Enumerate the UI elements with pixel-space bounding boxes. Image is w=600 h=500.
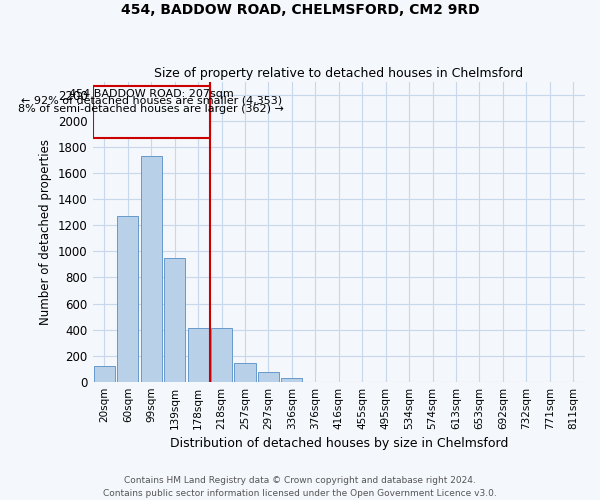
Text: ← 92% of detached houses are smaller (4,353): ← 92% of detached houses are smaller (4,…	[20, 96, 282, 106]
Bar	[281, 378, 302, 382]
Bar	[117, 216, 139, 382]
Bar	[92, 86, 210, 138]
Bar	[211, 328, 232, 382]
Text: Contains HM Land Registry data © Crown copyright and database right 2024.
Contai: Contains HM Land Registry data © Crown c…	[103, 476, 497, 498]
Text: 454, BADDOW ROAD, CHELMSFORD, CM2 9RD: 454, BADDOW ROAD, CHELMSFORD, CM2 9RD	[121, 2, 479, 16]
Bar	[235, 363, 256, 382]
Y-axis label: Number of detached properties: Number of detached properties	[40, 139, 52, 325]
Text: 454 BADDOW ROAD: 207sqm: 454 BADDOW ROAD: 207sqm	[69, 88, 233, 99]
Bar	[140, 156, 162, 382]
Bar	[94, 366, 115, 382]
Bar	[164, 258, 185, 382]
Text: 8% of semi-detached houses are larger (362) →: 8% of semi-detached houses are larger (3…	[18, 104, 284, 114]
Title: Size of property relative to detached houses in Chelmsford: Size of property relative to detached ho…	[154, 66, 523, 80]
Bar	[258, 372, 279, 382]
X-axis label: Distribution of detached houses by size in Chelmsford: Distribution of detached houses by size …	[170, 437, 508, 450]
Bar	[188, 328, 209, 382]
